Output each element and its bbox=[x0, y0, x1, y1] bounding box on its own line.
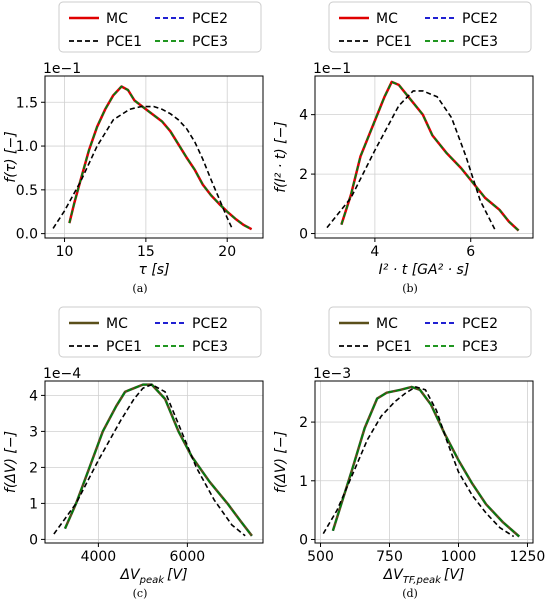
series-line-pce2 bbox=[340, 81, 520, 232]
scale-multiplier: 1e−1 bbox=[313, 61, 351, 77]
series-line-pce2 bbox=[332, 386, 520, 538]
chart-svg-c: MC PCE1 PCE2 PCE3 4000 6000 0 1 2 3 4 1e−4 f(ΔV) [−]… bbox=[3, 306, 264, 600]
legend-label-pce3: PCE3 bbox=[462, 34, 498, 50]
series-line-pce1 bbox=[53, 383, 246, 537]
legend-label-pce3: PCE3 bbox=[462, 339, 498, 355]
x-axis-label-main: ΔV bbox=[383, 567, 405, 583]
series-line-pce3 bbox=[340, 81, 520, 232]
chart-panel-a: MC PCE1 PCE2 PCE3 10 15 20 0.0 0.5 1.0 1.5 1e−1 f(τ)… bbox=[3, 0, 275, 300]
legend-c: MC PCE1 PCE2 PCE3 bbox=[58, 306, 262, 358]
series-line-pce3 bbox=[68, 85, 252, 230]
x-axis-label-subscript: peak bbox=[139, 575, 166, 586]
y-tick-label: 1.0 bbox=[16, 139, 38, 155]
y-tick-label: 2 bbox=[299, 167, 308, 183]
x-tick-label: 750 bbox=[376, 549, 403, 565]
legend-label-mc: MC bbox=[106, 11, 128, 27]
legend-label-mc: MC bbox=[106, 316, 128, 332]
panel-caption: (b) bbox=[402, 282, 418, 295]
x-axis-label: τ [s] bbox=[138, 262, 169, 278]
legend-d: MC PCE1 PCE2 PCE3 bbox=[328, 306, 532, 358]
y-axis-label: f(I² · t) [−] bbox=[273, 121, 289, 193]
legend-b: MC PCE1 PCE2 PCE3 bbox=[328, 1, 532, 53]
scale-multiplier: 1e−3 bbox=[313, 366, 351, 382]
legend-a: MC PCE1 PCE2 PCE3 bbox=[58, 1, 262, 53]
legend-label-pce1: PCE1 bbox=[106, 34, 142, 50]
chart-panel-d: MC PCE1 PCE2 PCE3 500 750 1000 1250 0 1 2 1e−3 f(ΔV)… bbox=[273, 305, 546, 605]
y-tick-label: 0.5 bbox=[16, 183, 38, 199]
series-line-pce1 bbox=[52, 105, 233, 229]
series-line-mc bbox=[331, 385, 521, 538]
x-tick-label: 4000 bbox=[81, 549, 117, 565]
series-line-pce1 bbox=[326, 90, 496, 230]
scale-multiplier: 1e−1 bbox=[43, 61, 81, 77]
chart-panel-c: MC PCE1 PCE2 PCE3 4000 6000 0 1 2 3 4 1e−4 f(ΔV) [−]… bbox=[3, 305, 275, 605]
scale-multiplier: 1e−4 bbox=[43, 366, 81, 382]
y-tick-label: 0.0 bbox=[16, 227, 38, 243]
x-axis-label-unit: [V] bbox=[167, 567, 188, 583]
plot-frame bbox=[314, 75, 534, 239]
x-axis-label: ΔVTF,peak [V] bbox=[383, 567, 465, 586]
legend-label-pce3: PCE3 bbox=[192, 34, 228, 50]
y-tick-label: 3 bbox=[29, 424, 38, 440]
legend-label-pce3: PCE3 bbox=[192, 339, 228, 355]
legend-label-mc: MC bbox=[376, 11, 398, 27]
chart-svg-a: MC PCE1 PCE2 PCE3 10 15 20 0.0 0.5 1.0 1.5 1e−1 f(τ)… bbox=[3, 1, 264, 295]
panel-caption: (a) bbox=[132, 282, 147, 295]
y-tick-label: 2 bbox=[299, 415, 308, 431]
plot-frame bbox=[314, 380, 534, 544]
series-line-pce3 bbox=[332, 386, 520, 538]
x-tick-label: 6 bbox=[466, 244, 475, 260]
y-axis-label: f(τ) [−] bbox=[3, 131, 19, 182]
series-line-mc bbox=[340, 80, 520, 232]
y-tick-label: 0 bbox=[299, 227, 308, 243]
y-tick-label: 1 bbox=[299, 474, 308, 490]
legend-label-pce2: PCE2 bbox=[462, 316, 498, 332]
x-axis-label-subscript: TF,peak bbox=[403, 575, 442, 586]
x-axis-label: I² · t [GA² · s] bbox=[379, 262, 470, 278]
y-tick-label: 1.5 bbox=[16, 95, 38, 111]
legend-label-mc: MC bbox=[376, 316, 398, 332]
legend-frame bbox=[58, 306, 262, 358]
x-tick-label: 1000 bbox=[441, 549, 477, 565]
legend-label-pce2: PCE2 bbox=[192, 316, 228, 332]
plot-frame bbox=[44, 380, 264, 544]
y-tick-label: 0 bbox=[29, 532, 38, 548]
legend-frame bbox=[58, 1, 262, 53]
x-tick-label: 20 bbox=[218, 244, 236, 260]
y-tick-label: 4 bbox=[29, 388, 38, 404]
legend-label-pce2: PCE2 bbox=[192, 11, 228, 27]
x-tick-label: 10 bbox=[56, 244, 74, 260]
legend-frame bbox=[328, 1, 532, 53]
series-line-mc bbox=[68, 85, 253, 231]
legend-label-pce1: PCE1 bbox=[376, 34, 412, 50]
plot-frame bbox=[44, 75, 264, 239]
chart-svg-d: MC PCE1 PCE2 PCE3 500 750 1000 1250 0 1 2 1e−3 f(ΔV)… bbox=[273, 306, 546, 600]
series-line-pce1 bbox=[322, 386, 515, 538]
x-tick-label: 15 bbox=[137, 244, 155, 260]
y-axis-label: f(ΔV) [−] bbox=[3, 431, 19, 493]
x-tick-label: 1250 bbox=[510, 549, 546, 565]
x-axis-label-main: ΔV bbox=[119, 567, 141, 583]
chart-panel-b: MC PCE1 PCE2 PCE3 4 6 0 2 4 1e−1 f(I² · t) [−] I² ·… bbox=[273, 0, 545, 300]
panel-caption: (c) bbox=[133, 587, 148, 600]
legend-frame bbox=[328, 306, 532, 358]
y-tick-label: 1 bbox=[29, 496, 38, 512]
x-axis-label: ΔVpeak [V] bbox=[119, 567, 187, 586]
x-tick-label: 500 bbox=[307, 549, 334, 565]
legend-label-pce1: PCE1 bbox=[376, 339, 412, 355]
series-line-pce3 bbox=[64, 383, 253, 537]
y-tick-label: 2 bbox=[29, 460, 38, 476]
y-tick-label: 0 bbox=[299, 532, 308, 548]
y-tick-label: 4 bbox=[299, 108, 308, 124]
x-axis-label-unit: [V] bbox=[444, 567, 465, 583]
chart-svg-b: MC PCE1 PCE2 PCE3 4 6 0 2 4 1e−1 f(I² · t) [−] I² ·… bbox=[273, 1, 534, 295]
legend-label-pce2: PCE2 bbox=[462, 11, 498, 27]
legend-label-pce1: PCE1 bbox=[106, 339, 142, 355]
x-tick-label: 4 bbox=[370, 244, 379, 260]
y-axis-label: f(ΔV) [−] bbox=[273, 431, 289, 493]
x-tick-label: 6000 bbox=[170, 549, 206, 565]
panel-caption: (d) bbox=[402, 587, 418, 600]
